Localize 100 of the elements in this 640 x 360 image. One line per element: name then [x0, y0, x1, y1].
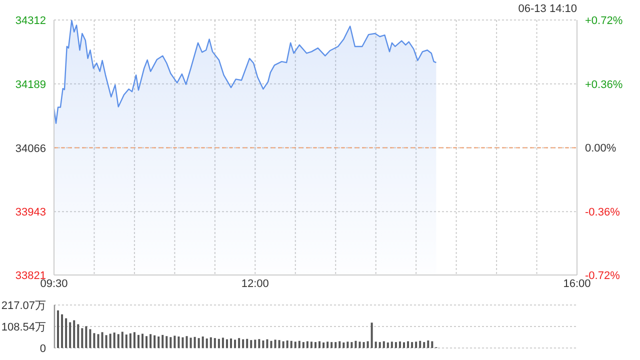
bar	[431, 341, 434, 348]
bar	[282, 341, 284, 348]
bar	[290, 340, 292, 348]
bar	[398, 341, 401, 348]
bar	[190, 338, 192, 348]
y-tick-label: 217.07万	[1, 300, 46, 312]
bar	[238, 338, 240, 348]
y-tick-label: 34189	[15, 78, 46, 91]
y-tick-label: 0	[40, 343, 46, 355]
bar	[378, 342, 381, 348]
bar	[258, 339, 260, 348]
bar	[194, 336, 196, 348]
bar	[326, 342, 329, 348]
bar	[415, 342, 418, 348]
bar	[198, 338, 200, 348]
bar	[170, 337, 172, 348]
bar	[334, 342, 337, 348]
bar	[242, 339, 244, 348]
bar	[97, 334, 100, 348]
bar	[85, 326, 88, 348]
bar	[262, 340, 264, 348]
bar	[386, 342, 389, 348]
bar	[270, 340, 272, 348]
bar	[73, 320, 76, 348]
y2-tick-label: +0.36%	[585, 78, 623, 91]
y2-tick-label: -0.36%	[585, 206, 620, 218]
y-tick-label: 108.54万	[1, 322, 46, 334]
bar	[374, 342, 377, 348]
bar	[125, 334, 128, 348]
bar	[419, 340, 422, 348]
bar	[121, 332, 124, 348]
bar	[350, 342, 353, 348]
bar	[322, 342, 325, 348]
bar	[186, 336, 188, 348]
y2-tick-label: 0.00%	[585, 142, 616, 154]
bar	[109, 334, 112, 348]
bar	[133, 332, 136, 348]
y2-tick-label: +0.72%	[585, 15, 623, 27]
bar	[154, 335, 156, 348]
bar	[77, 324, 80, 348]
x-tick-label: 16:00	[563, 278, 591, 290]
bar	[113, 332, 116, 348]
x-tick-label: 09:30	[40, 278, 68, 290]
bar	[210, 337, 212, 348]
bar	[427, 340, 430, 348]
bar	[105, 335, 108, 348]
bar	[57, 310, 60, 348]
bar	[286, 340, 288, 348]
y-tick-label: 34066	[15, 142, 46, 155]
bar	[298, 340, 300, 348]
bar	[354, 340, 357, 348]
bar	[362, 342, 365, 348]
bar	[310, 342, 312, 348]
bar	[302, 342, 304, 348]
y-tick-label: 33943	[15, 206, 46, 219]
bar	[89, 329, 92, 348]
bar	[234, 340, 236, 348]
bar	[278, 340, 280, 348]
y-tick-label: 34312	[15, 15, 46, 27]
bar	[338, 341, 341, 348]
bar	[230, 338, 232, 348]
bar	[65, 318, 68, 348]
bar	[137, 334, 140, 348]
bar	[182, 337, 184, 348]
bar	[390, 342, 393, 348]
bar	[166, 336, 168, 348]
bar	[366, 341, 369, 348]
bar	[394, 342, 397, 348]
bar	[330, 342, 333, 348]
bar	[294, 342, 296, 348]
bar	[206, 338, 208, 348]
bar	[141, 334, 144, 348]
x-tick-label: 12:00	[241, 278, 269, 290]
text: 06-13 14:10	[518, 3, 577, 15]
bar	[246, 338, 248, 348]
bar	[146, 336, 148, 348]
bar	[61, 314, 64, 348]
bar	[226, 339, 228, 348]
bar	[318, 341, 321, 348]
bar	[266, 339, 268, 348]
bar	[407, 341, 410, 348]
bar	[162, 334, 164, 348]
bar	[358, 342, 361, 348]
bar	[254, 340, 256, 348]
bar	[150, 334, 152, 348]
bar	[250, 340, 252, 348]
bar	[382, 341, 385, 348]
bar	[214, 338, 216, 348]
bar	[69, 322, 72, 348]
bar	[222, 338, 224, 348]
bar	[402, 342, 405, 348]
bar	[274, 340, 276, 348]
bar	[174, 336, 176, 348]
bar	[117, 334, 120, 348]
bar	[342, 342, 345, 348]
bar	[202, 336, 204, 348]
bar	[218, 338, 220, 348]
bar	[346, 342, 349, 348]
bar	[178, 336, 180, 348]
bar	[314, 342, 316, 348]
